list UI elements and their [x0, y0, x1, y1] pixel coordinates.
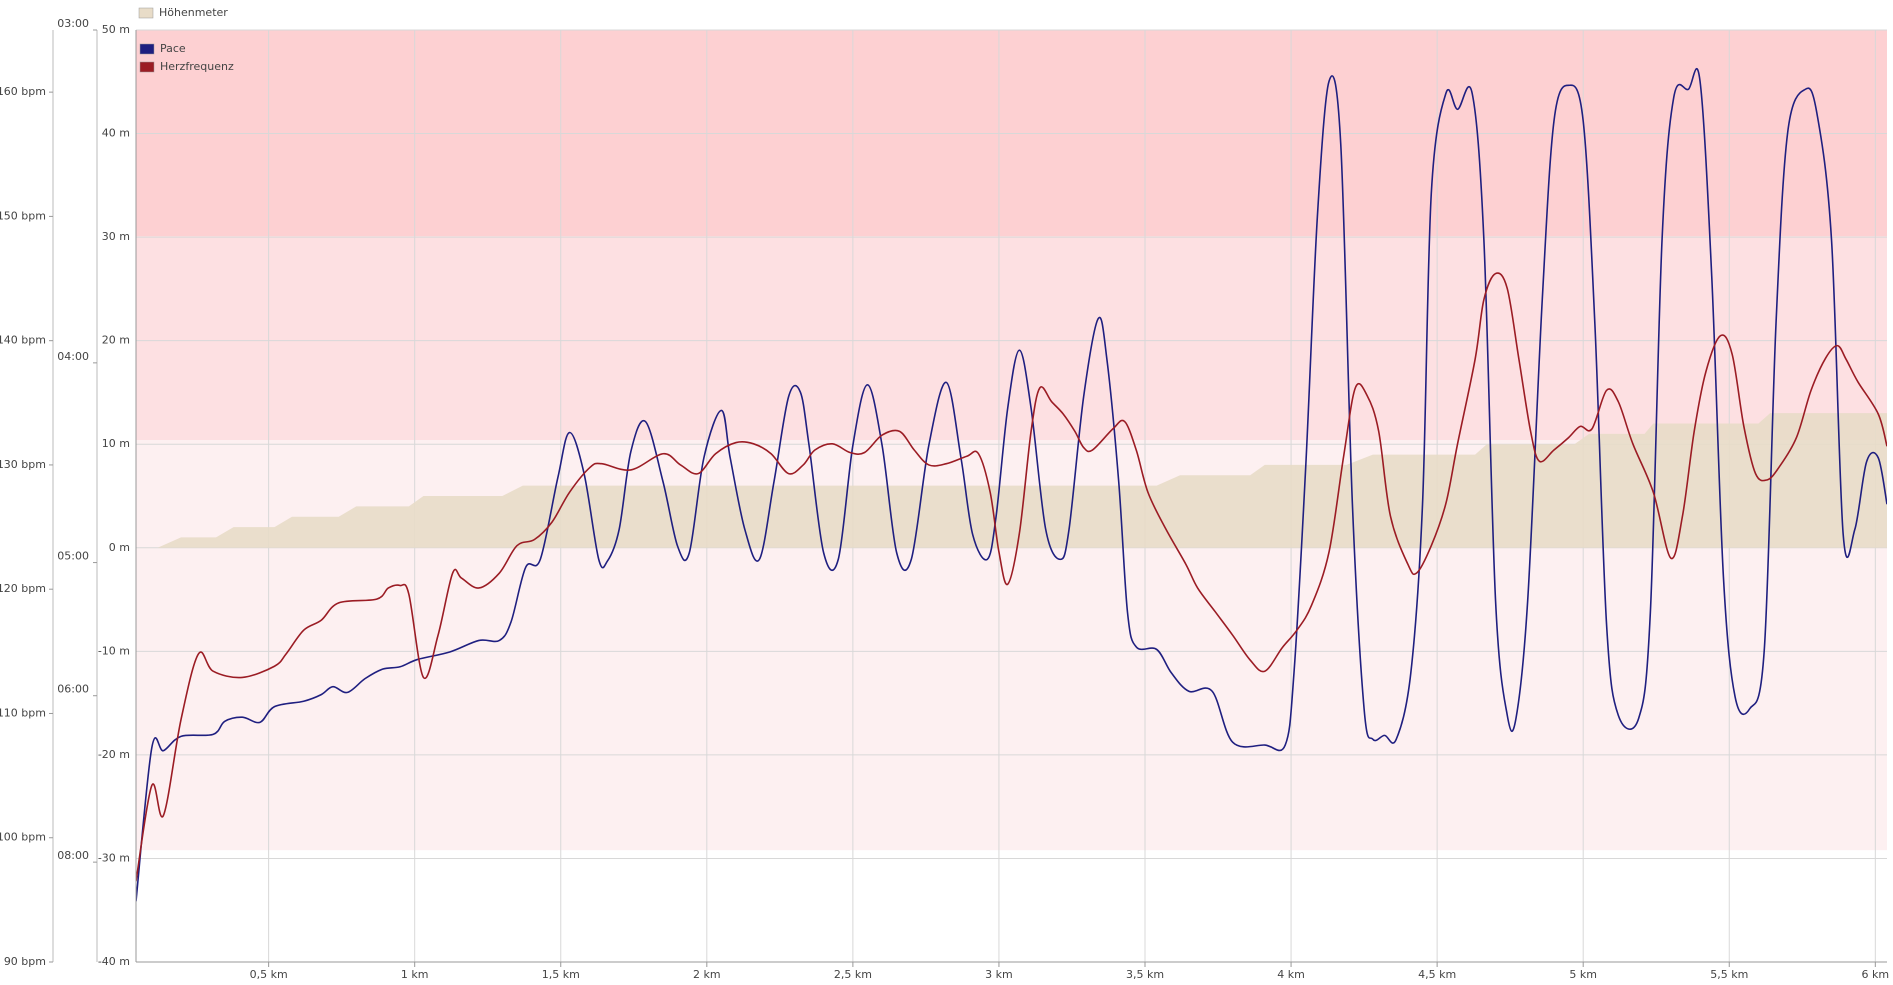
axes: [49, 29, 1887, 967]
y-tick-label: 40 m: [102, 127, 130, 140]
y-tick-label: 50 m: [102, 23, 130, 36]
labels: -40 m -30 m -20 m -10 m 0 m 10 m 20 m 30 m 40 m 5…: [0, 17, 1889, 981]
y2-tick-label: 160 bpm: [0, 85, 46, 98]
y3-tick-label: 05:00: [57, 550, 89, 563]
y2-tick-label: 110 bpm: [0, 706, 46, 719]
legend-label: Pace: [160, 42, 186, 55]
x-tick-label: 5,5 km: [1710, 968, 1748, 981]
y2-tick-label: 90 bpm: [4, 955, 46, 968]
y3-tick-label: 06:00: [57, 683, 89, 696]
series: [136, 68, 1887, 902]
legend-swatch: [138, 7, 154, 19]
x-tick-label: 0,5 km: [250, 968, 288, 981]
y3-tick-label: 08:00: [57, 849, 89, 862]
series-line: [136, 272, 1887, 882]
x-tick-label: 3,5 km: [1126, 968, 1164, 981]
elevation-area: [136, 413, 1887, 548]
x-tick-label: 1 km: [401, 968, 429, 981]
y2-tick-label: 120 bpm: [0, 582, 46, 595]
y-tick-label: -30 m: [98, 851, 130, 864]
hr-zone: [136, 236, 1887, 441]
legend: Höhenmeter Pace Herzfrequenz: [138, 6, 234, 73]
y3-tick-label: 04:00: [57, 350, 89, 363]
y-tick-label: 30 m: [102, 230, 130, 243]
y-tick-label: -20 m: [98, 748, 130, 761]
y-tick-label: -40 m: [98, 955, 130, 968]
legend-swatch: [139, 43, 155, 55]
y-tick-label: -10 m: [98, 644, 130, 657]
y-tick-label: 20 m: [102, 334, 130, 347]
y2-tick-label: 150 bpm: [0, 209, 46, 222]
x-tick-label: 3 km: [985, 968, 1013, 981]
y2-tick-label: 140 bpm: [0, 334, 46, 347]
y-tick-label: 10 m: [102, 437, 130, 450]
y2-tick-label: 130 bpm: [0, 458, 46, 471]
x-tick-label: 2,5 km: [834, 968, 872, 981]
x-tick-label: 4,5 km: [1418, 968, 1456, 981]
series-line: [136, 68, 1887, 902]
legend-swatch: [139, 61, 155, 73]
x-tick-label: 1,5 km: [542, 968, 580, 981]
x-tick-label: 6 km: [1862, 968, 1890, 981]
y3-tick-label: 03:00: [57, 17, 89, 30]
y-tick-label: 0 m: [109, 541, 130, 554]
x-tick-label: 5 km: [1569, 968, 1597, 981]
x-tick-label: 2 km: [693, 968, 721, 981]
y2-tick-label: 100 bpm: [0, 831, 46, 844]
legend-label: Höhenmeter: [159, 6, 228, 19]
legend-label: Herzfrequenz: [160, 60, 234, 73]
x-tick-label: 4 km: [1277, 968, 1305, 981]
